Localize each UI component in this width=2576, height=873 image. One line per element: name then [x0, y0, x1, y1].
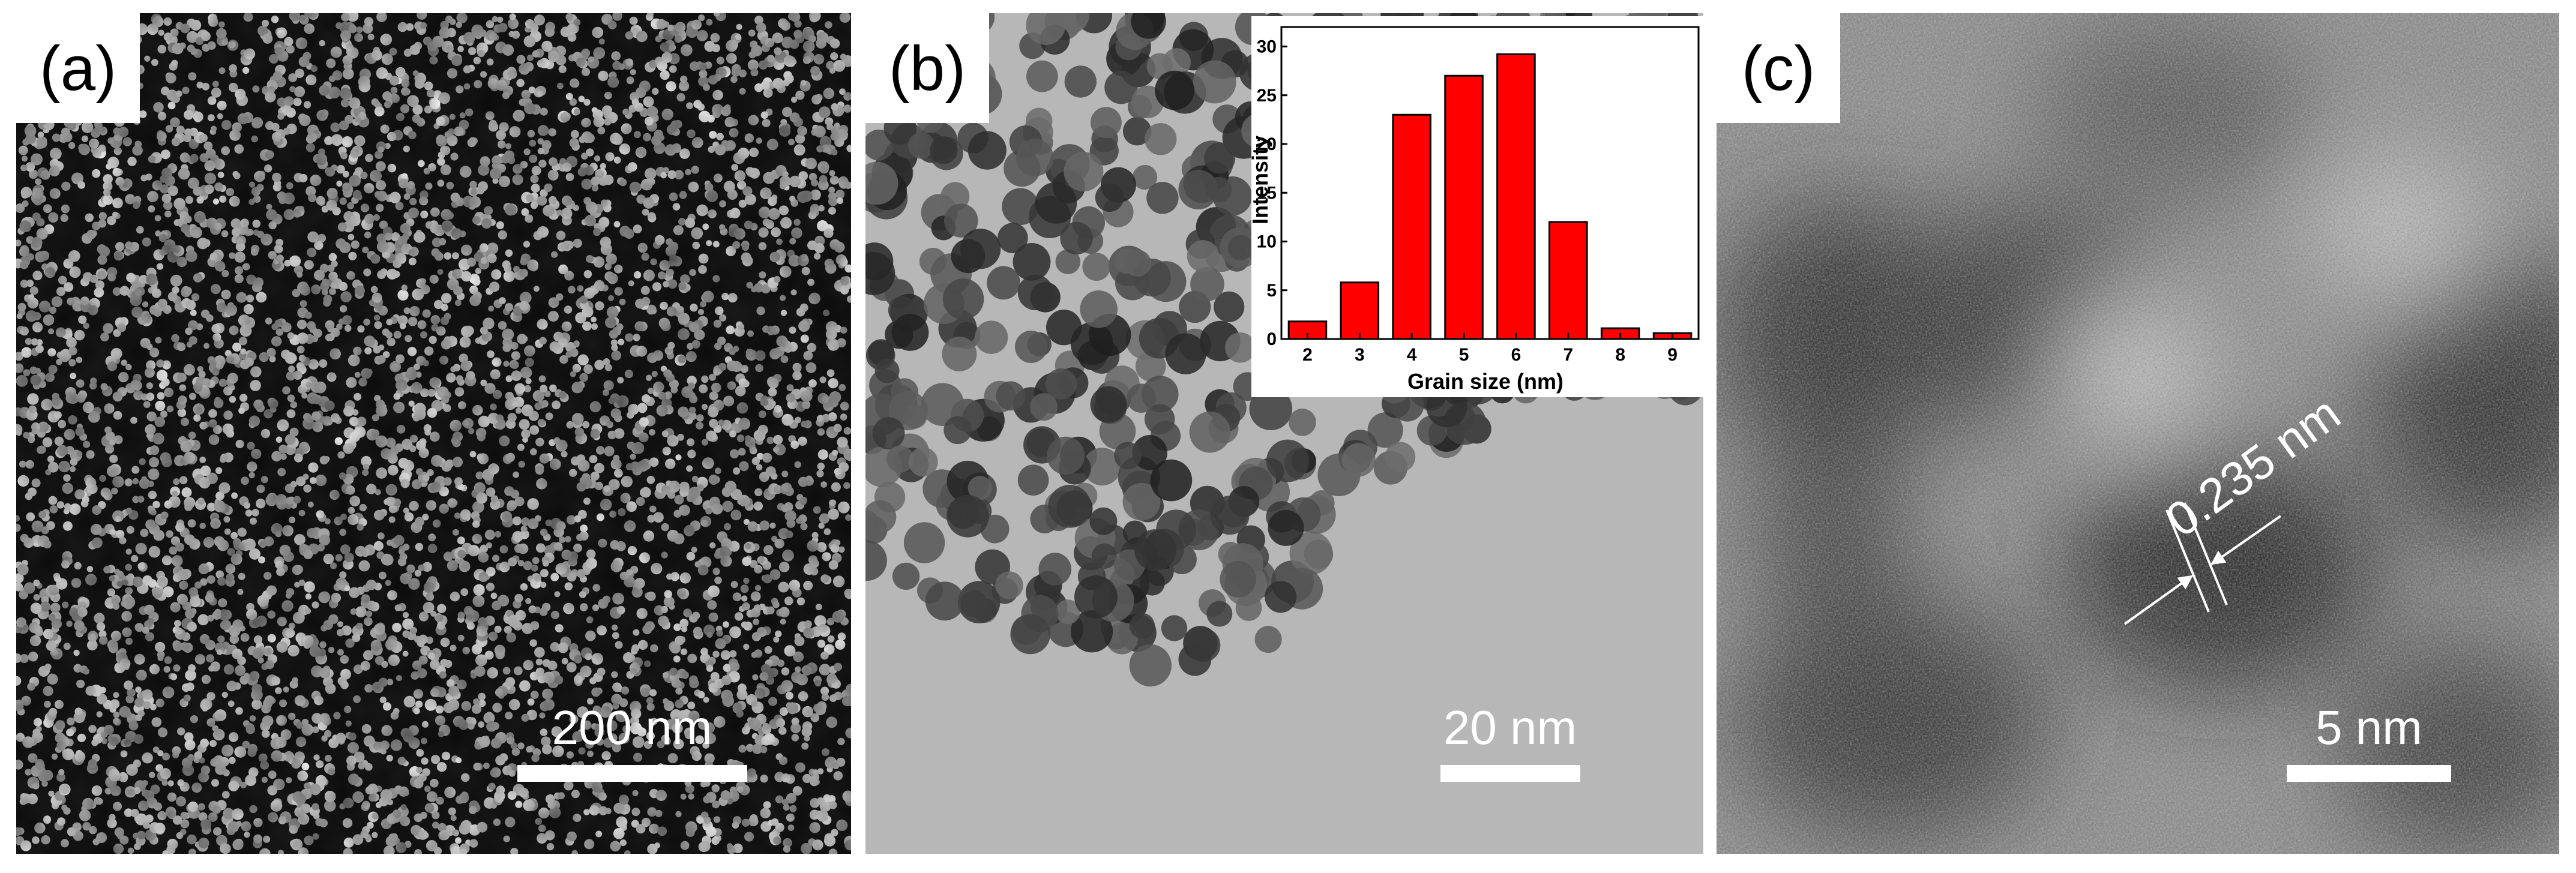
panel-a [16, 13, 851, 854]
